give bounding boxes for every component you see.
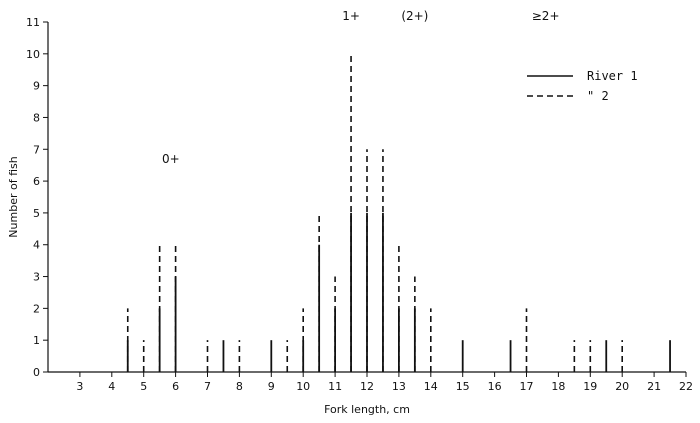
x-tick-label: 17	[520, 380, 534, 393]
y-tick-label: 5	[33, 207, 40, 220]
bars	[126, 53, 671, 372]
annotation-label: 0+	[162, 152, 180, 166]
y-tick-label: 2	[33, 302, 40, 315]
x-tick-label: 14	[424, 380, 438, 393]
x-tick-label: 19	[583, 380, 597, 393]
y-tick-label: 10	[26, 48, 40, 61]
x-tick-label: 11	[328, 380, 342, 393]
y-axis: 0 1 2 3 4 5 6 7 8 9 10 11	[26, 16, 49, 379]
legend-label: River 1	[587, 69, 638, 83]
y-axis-title: Number of fish	[7, 156, 20, 237]
x-tick-label: 16	[488, 380, 502, 393]
x-tick-label: 3	[76, 380, 83, 393]
x-tick-label: 5	[140, 380, 147, 393]
x-tick-label: 21	[647, 380, 661, 393]
y-tick-label: 4	[33, 239, 40, 252]
y-tick-label: 8	[33, 111, 40, 124]
x-tick-label: 20	[615, 380, 629, 393]
x-tick-label: 12	[360, 380, 374, 393]
annotation-label: 1+	[342, 9, 360, 23]
y-tick-label: 6	[33, 175, 40, 188]
x-tick-label: 22	[679, 380, 693, 393]
y-tick-label: 11	[26, 16, 40, 29]
x-tick-label: 13	[392, 380, 406, 393]
annotation-label: (2+)	[401, 9, 428, 23]
y-tick-label: 1	[33, 334, 40, 347]
legend-label: " 2	[587, 89, 609, 103]
x-tick-label: 9	[268, 380, 275, 393]
annotations: 0+ 1+ (2+) ≥2+	[162, 9, 560, 166]
x-tick-label: 8	[236, 380, 243, 393]
legend: River 1 " 2	[527, 69, 638, 103]
x-axis: 3 4 5 6 7 8 9 10 11 12 13 14 15 16 17 18 19 20 21 22	[48, 371, 693, 393]
y-tick-label: 9	[33, 80, 40, 93]
x-tick-label: 18	[551, 380, 565, 393]
x-tick-label: 10	[296, 380, 310, 393]
x-tick-label: 7	[204, 380, 211, 393]
x-tick-label: 4	[108, 380, 115, 393]
annotation-label: ≥2+	[532, 9, 560, 23]
x-axis-title: Fork length, cm	[324, 403, 410, 416]
y-tick-label: 3	[33, 271, 40, 284]
x-tick-label: 6	[172, 380, 179, 393]
y-tick-label: 0	[33, 366, 40, 379]
y-tick-label: 7	[33, 143, 40, 156]
x-tick-label: 15	[456, 380, 470, 393]
